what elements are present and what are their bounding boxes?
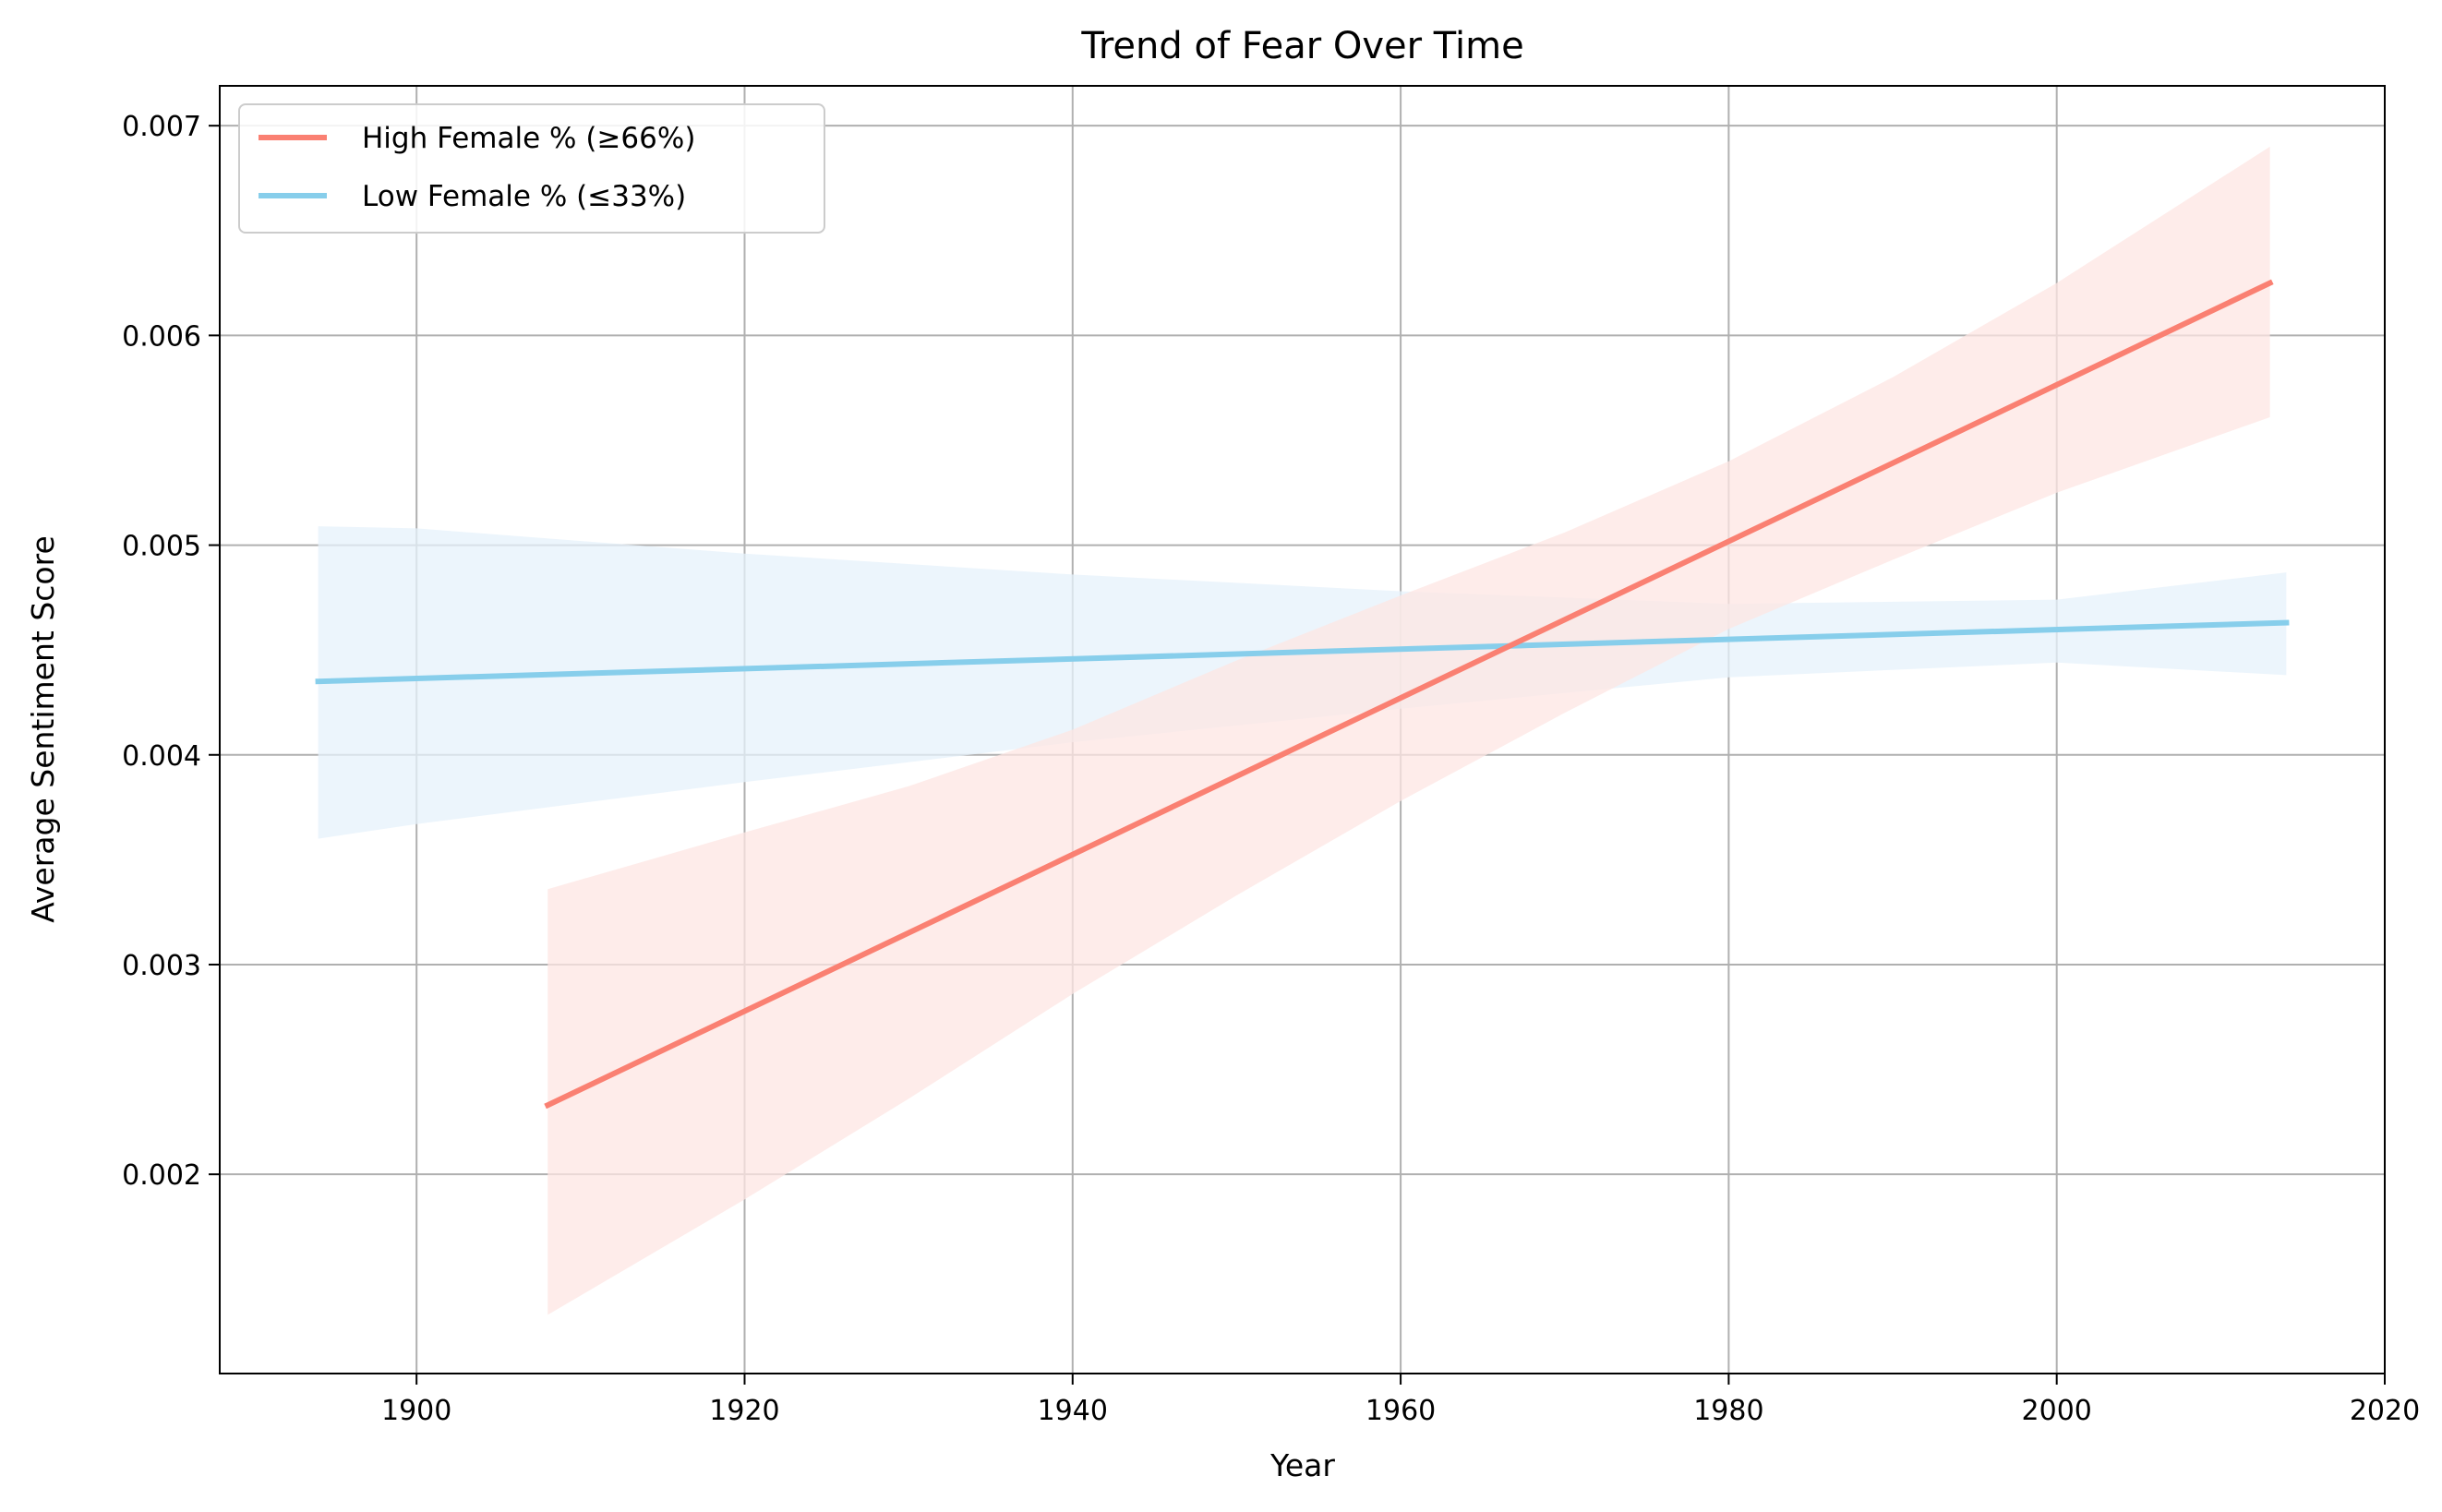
series-line-1 (315, 619, 2290, 685)
x-tick-label: 1920 (709, 1395, 779, 1427)
y-axis-label: Average Sentiment Score (25, 535, 61, 923)
confidence-bands (318, 146, 2287, 1315)
chart-title: Trend of Fear Over Time (1080, 25, 1523, 67)
x-tick-label: 1940 (1038, 1395, 1108, 1427)
legend-box (238, 103, 825, 234)
trend-lines (315, 279, 2290, 1110)
y-tick-label: 0.004 (122, 740, 201, 773)
x-tick-label: 1900 (381, 1395, 451, 1427)
legend-label-high-female: High Female % (≥66%) (362, 122, 695, 155)
y-tick-label: 0.005 (122, 531, 201, 563)
legend-label-low-female: Low Female % (≤33%) (362, 180, 686, 213)
x-tick-label: 2020 (2350, 1395, 2420, 1427)
x-tick-label: 1980 (1693, 1395, 1763, 1427)
series-line-0 (544, 279, 2274, 1110)
x-tick-label: 1960 (1365, 1395, 1436, 1427)
y-tick-label: 0.003 (122, 950, 201, 982)
legend: High Female % (≥66%) Low Female % (≤33%) (238, 103, 825, 234)
y-tick-label: 0.006 (122, 320, 201, 353)
axis-ticks: 1900 1920 1940 1960 1980 2000 2020 0.002 0.003 0.… (122, 111, 2420, 1427)
plot-frame (219, 85, 2386, 1374)
x-tick-label: 2000 (2022, 1395, 2092, 1427)
confidence-band-0 (547, 146, 2270, 1315)
y-tick-label: 0.002 (122, 1159, 201, 1192)
y-tick-label: 0.007 (122, 111, 201, 143)
x-axis-label: Year (1269, 1447, 1335, 1483)
